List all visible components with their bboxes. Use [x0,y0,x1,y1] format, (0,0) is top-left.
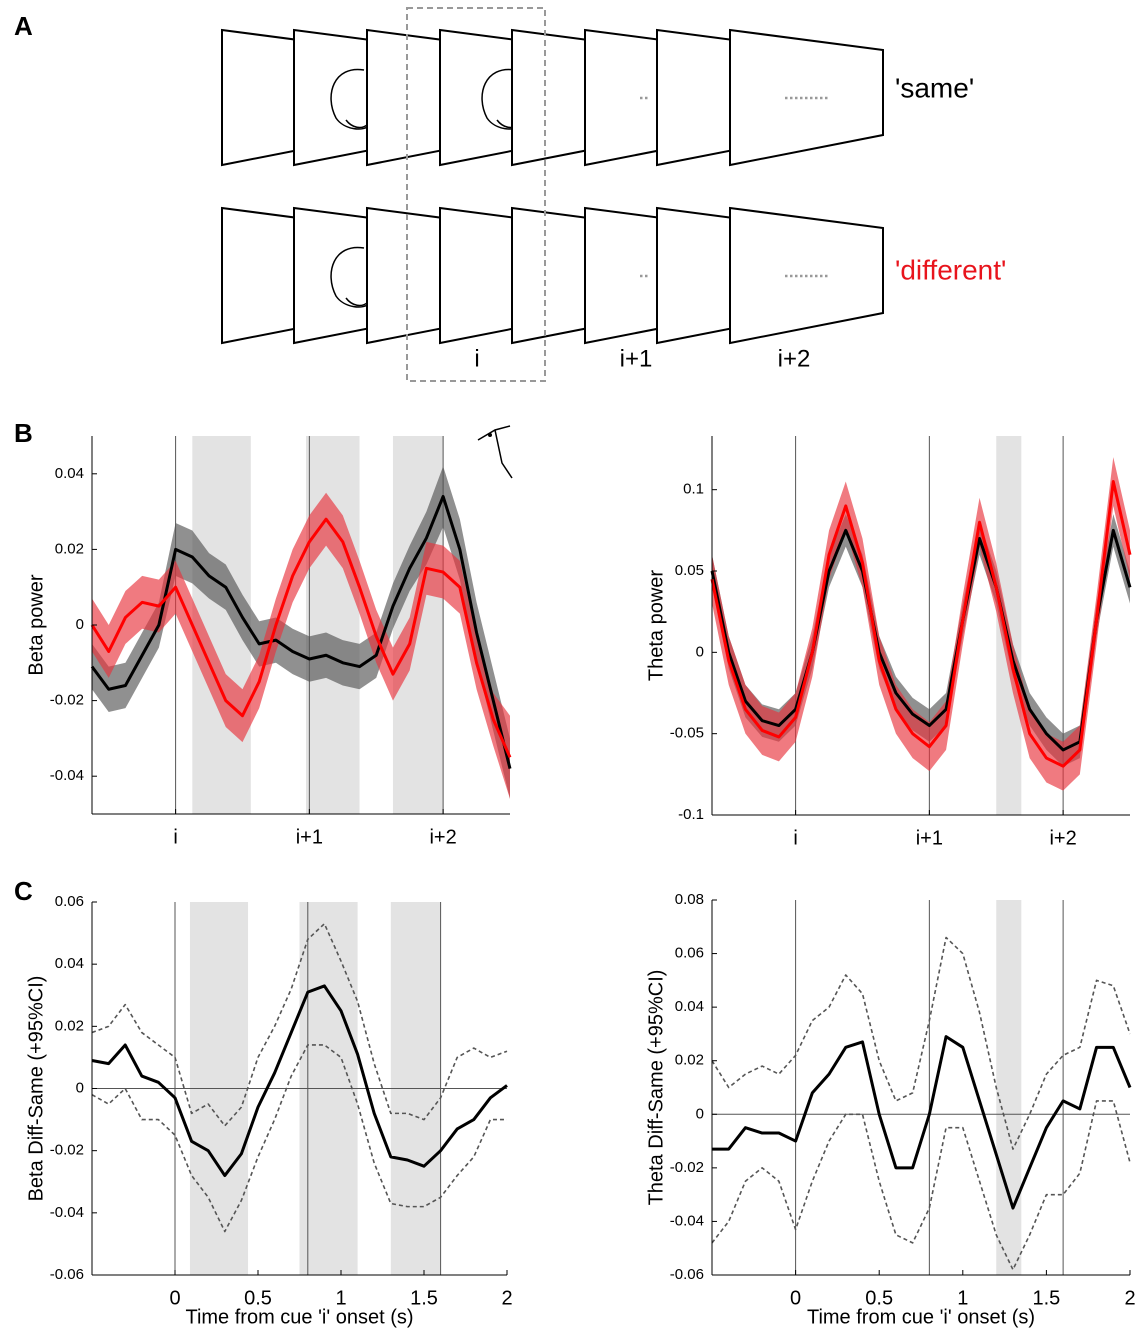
frame-label: i+2 [778,345,811,372]
background [0,0,1137,1329]
x-tick-label: i [793,827,797,849]
y-tick-label: -0.02 [670,1159,704,1176]
y-tick-label: 0.06 [55,893,84,910]
page: A B C 'same' 'different' i i+1 i+2 -0.04… [0,0,1137,1334]
y-tick-label: -0.04 [50,1204,84,1221]
x-tick-label: 1.5 [1032,1287,1060,1309]
y-tick-label: 0.04 [55,955,84,972]
y-tick-label: -0.1 [678,806,704,823]
y-tick-label: 0 [696,1105,704,1122]
y-tick-label: 0.1 [683,481,704,498]
y-tick-label: -0.02 [50,1142,84,1159]
y-tick-label: -0.02 [50,692,84,709]
panel-letter: A [14,11,33,41]
x-tick-label: 2 [1124,1287,1135,1309]
y-tick-label: 0 [696,643,704,660]
y-tick-label: 0.02 [55,1017,84,1034]
y-tick-label: 0 [76,616,84,633]
row-label: 'same' [895,72,974,103]
x-tick-label: 1.5 [410,1287,438,1309]
x-tick-label: i+1 [296,826,323,848]
x-tick-label: 2 [501,1287,512,1309]
row-label: 'different' [895,254,1006,285]
x-tick-label: i [173,826,177,848]
y-tick-label: -0.04 [50,767,84,784]
y-tick-label: 0.06 [675,945,704,962]
y-tick-label: 0.04 [675,998,704,1015]
x-tick-label: i+2 [429,826,456,848]
y-axis-label: Theta Diff-Same (+95%CI) [645,970,667,1206]
y-tick-label: 0 [76,1079,84,1096]
y-axis-label: Beta Diff-Same (+95%CI) [25,976,47,1202]
y-tick-label: 0.08 [675,891,704,908]
y-tick-label: -0.06 [670,1266,704,1283]
y-tick-label: -0.06 [50,1266,84,1283]
x-axis-label: Time from cue 'i' onset (s) [807,1306,1035,1328]
frame-label: i+1 [620,345,653,372]
x-axis-label: Time from cue 'i' onset (s) [185,1306,413,1328]
y-axis-label: Beta power [25,574,47,676]
x-tick-label: i+2 [1049,827,1076,849]
x-tick-label: 0 [169,1287,180,1309]
x-tick-label: 0 [790,1287,801,1309]
y-axis-label: Theta power [645,570,667,682]
y-tick-label: 0.02 [675,1052,704,1069]
panel-letter: C [14,876,33,906]
y-tick-label: -0.04 [670,1212,704,1229]
panel-letter: B [14,418,33,448]
shaded-region [996,900,1021,1275]
mouse-eye [488,433,492,437]
y-tick-label: 0.05 [675,562,704,579]
y-tick-label: 0.04 [55,465,84,482]
x-tick-label: i+1 [916,827,943,849]
figure: A B C 'same' 'different' i i+1 i+2 -0.04… [0,0,1137,1329]
y-tick-label: -0.05 [670,725,704,742]
frame-label: i [474,345,479,372]
y-tick-label: 0.02 [55,540,84,557]
shaded-region [306,436,360,814]
